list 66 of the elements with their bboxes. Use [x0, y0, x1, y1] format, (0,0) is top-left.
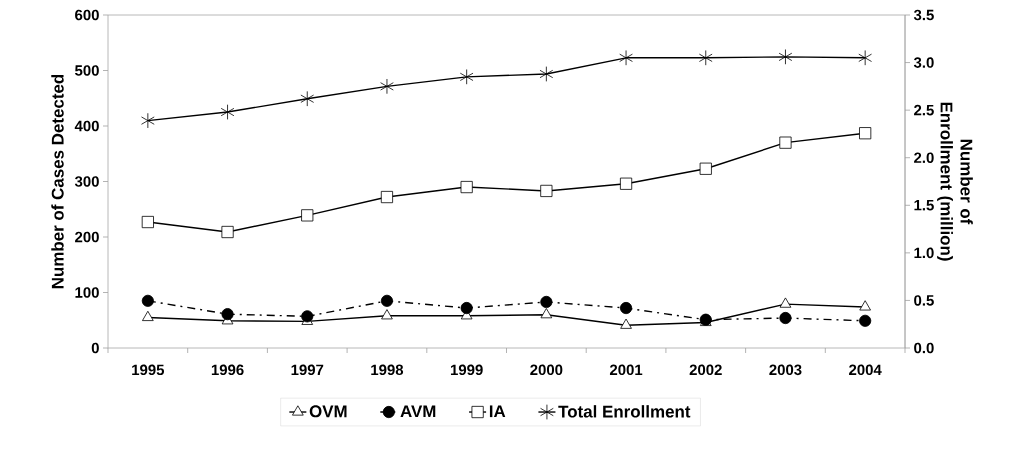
point [300, 90, 315, 107]
point [380, 78, 394, 95]
y-tick-label: 200 [75, 231, 99, 243]
point [779, 311, 792, 325]
x-tick-label: 2002 [689, 364, 722, 376]
point [699, 162, 712, 175]
point [220, 104, 235, 120]
point [859, 127, 872, 140]
y2-tick-label: 3.5 [913, 9, 934, 21]
point [301, 209, 314, 222]
point [859, 314, 872, 327]
y-tick-label: 500 [75, 65, 99, 76]
point [779, 136, 792, 149]
legend-label: OVM [309, 405, 347, 418]
x-tick-label: 2001 [609, 364, 643, 376]
y2-tick-label: 2.5 [914, 104, 934, 116]
x-tick-label: 1999 [450, 364, 483, 376]
y2-tick-label: 2.0 [914, 152, 934, 163]
x-tick-label: 2004 [849, 364, 882, 376]
y2-tick-label: 0.5 [914, 295, 934, 306]
y2-axis-title: Number of Enrollment (million) [937, 102, 973, 261]
point [380, 294, 394, 307]
point [539, 66, 554, 82]
point [698, 50, 713, 66]
y-tick-label: 600 [75, 9, 99, 21]
y-tick-label: 0 [91, 342, 99, 354]
legend-label: AVM [400, 405, 436, 418]
point [141, 215, 154, 229]
point [540, 295, 553, 309]
y-tick-label: 100 [75, 287, 99, 298]
point [540, 184, 553, 198]
y2-tick-label: 3.0 [913, 57, 934, 68]
point [778, 49, 793, 65]
point [460, 180, 473, 194]
point [381, 309, 393, 320]
y2-tick-label: 1.5 [914, 200, 934, 211]
x-tick-label: 1997 [291, 364, 324, 376]
point [142, 310, 154, 321]
point [859, 300, 871, 311]
point [619, 177, 633, 190]
point [221, 225, 234, 239]
x-tick-label: 2000 [530, 364, 563, 376]
legend-label: IA [489, 405, 506, 418]
point [620, 318, 632, 329]
point [779, 297, 792, 308]
point [301, 310, 314, 323]
point [858, 50, 872, 66]
legend-label: Total Enrollment [558, 405, 691, 418]
y2-tick-label: 0.0 [914, 342, 934, 354]
x-tick-label: 1998 [371, 364, 404, 376]
point [459, 69, 474, 85]
y-axis-title: Number of Cases Detected [51, 74, 64, 289]
y2-tick-label: 1.0 [914, 247, 934, 259]
point [540, 308, 553, 319]
point [460, 301, 473, 315]
x-tick-label: 2003 [769, 364, 802, 376]
y-tick-label: 400 [74, 120, 99, 132]
point [221, 308, 234, 321]
point [380, 190, 394, 204]
x-tick-label: 1996 [211, 364, 244, 376]
point [141, 294, 154, 307]
point [141, 112, 155, 129]
point [619, 50, 633, 66]
x-tick-label: 1995 [132, 364, 165, 376]
point [619, 301, 633, 315]
y-tick-label: 300 [74, 176, 99, 187]
